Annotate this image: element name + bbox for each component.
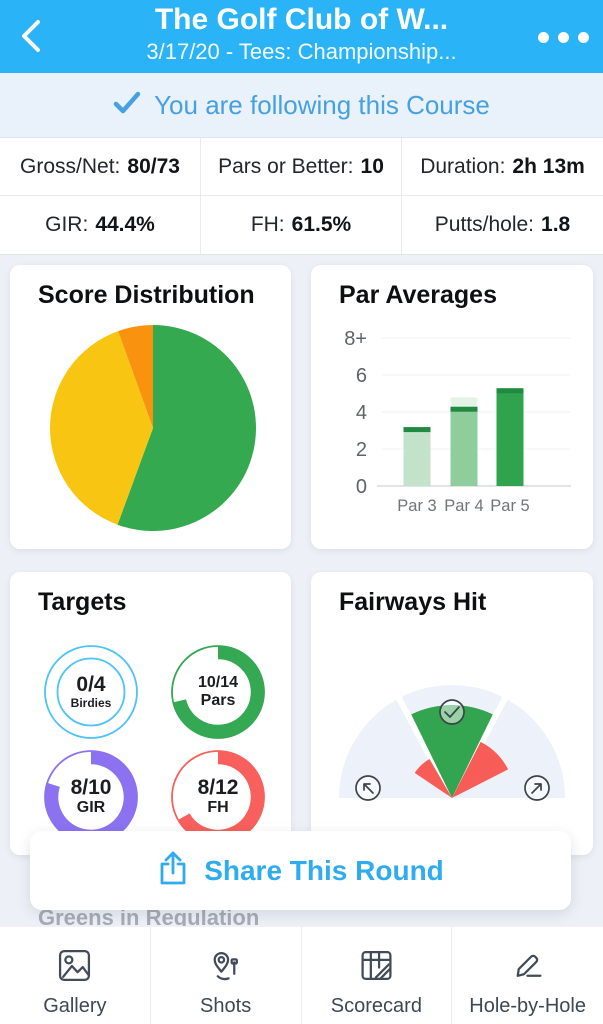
svg-text:4: 4 (356, 402, 367, 424)
stat-value: 44.4% (95, 213, 155, 236)
fairways-hit-title: Fairways Hit (339, 588, 487, 616)
stat-gross-net: Gross/Net: 80/73 (0, 138, 201, 196)
stat-fh: FH: 61.5% (201, 196, 402, 254)
score-distribution-pie-chart (50, 325, 256, 531)
stat-label: FH: (250, 213, 285, 236)
share-icon (157, 849, 189, 892)
round-stats-grid: Gross/Net: 80/73 Pars or Better: 10 Durati… (0, 137, 603, 255)
gallery-icon (57, 948, 92, 988)
stat-value: 1.8 (541, 213, 571, 236)
header-titles: The Golf Club of W... 3/17/20 - Tees: Ch… (70, 2, 533, 65)
svg-text:Par 3: Par 3 (397, 497, 436, 515)
ring-value: 8/12 (197, 776, 239, 800)
stat-value: 10 (360, 154, 384, 178)
ring-value: 10/14 (197, 673, 239, 691)
svg-text:0: 0 (356, 476, 367, 498)
bottom-tab-bar: Gallery Shots (0, 926, 603, 1024)
stat-label: GIR: (45, 213, 89, 236)
ellipsis-icon (538, 31, 549, 43)
page-subtitle: 3/17/20 - Tees: Championship... (146, 39, 457, 64)
menu-button[interactable] (525, 24, 589, 50)
following-banner-text: You are following this Course (154, 89, 490, 120)
check-icon (439, 699, 465, 725)
tab-gallery-label: Gallery (43, 995, 107, 1017)
stat-value: 2h 13m (512, 154, 585, 178)
tab-shots[interactable]: Shots (151, 927, 302, 1024)
share-round-button[interactable]: Share This Round (30, 831, 571, 910)
svg-text:8+: 8+ (344, 328, 367, 350)
header: The Golf Club of W... 3/17/20 - Tees: Ch… (0, 0, 603, 73)
targets-ring-birdies: 0/4 Birdies (42, 643, 140, 741)
stat-pars-or-better: Pars or Better: 10 (201, 138, 402, 196)
shots-icon (208, 948, 243, 988)
arrow-up-right-icon (524, 775, 550, 801)
ellipsis-icon (558, 31, 569, 43)
par-averages-bar-chart: 0 2 4 6 8+ Par 3 Par 4 Par 5 (344, 328, 571, 515)
targets-title: Targets (38, 588, 127, 616)
stat-putts-per-hole: Putts/hole: 1.8 (402, 196, 603, 254)
stat-duration: Duration: 2h 13m (402, 138, 603, 196)
hole-by-hole-icon (510, 948, 545, 988)
ring-label: Pars (200, 691, 236, 709)
tab-shots-label: Shots (200, 995, 252, 1017)
svg-text:6: 6 (356, 365, 367, 387)
stat-gir: GIR: 44.4% (0, 196, 201, 254)
stat-label: Duration: (420, 154, 506, 178)
ring-label: Birdies (70, 696, 112, 711)
tab-hole-by-hole[interactable]: Hole-by-Hole (452, 927, 603, 1024)
tab-scorecard-label: Scorecard (330, 995, 422, 1017)
ring-value: 0/4 (76, 673, 106, 697)
score-distribution-title: Score Distribution (38, 281, 255, 309)
fairways-hit-card: Fairways Hit (311, 572, 593, 855)
par-averages-title: Par Averages (339, 281, 497, 309)
par-averages-card: Par Averages 0 2 4 6 8+ Par 3 Par 4 Par 5 (311, 265, 593, 549)
following-banner[interactable]: You are following this Course (0, 73, 603, 137)
arrow-up-left-icon (355, 775, 381, 801)
back-button[interactable] (14, 18, 48, 58)
score-distribution-card: Score Distribution (10, 265, 291, 549)
stat-label: Gross/Net: (20, 154, 121, 178)
scorecard-icon (359, 948, 394, 988)
tab-gallery[interactable]: Gallery (0, 927, 151, 1024)
svg-text:2: 2 (356, 439, 367, 461)
page-title: The Golf Club of W... (154, 3, 449, 36)
svg-text:Par 5: Par 5 (490, 497, 529, 515)
ring-label: FH (207, 799, 229, 817)
stat-label: Pars or Better: (218, 154, 354, 178)
tab-hole-by-hole-label: Hole-by-Hole (469, 995, 586, 1017)
targets-ring-pars: 10/14 Pars (169, 643, 267, 741)
stat-value: 61.5% (291, 213, 352, 236)
ellipsis-icon (578, 31, 589, 43)
svg-text:Par 4: Par 4 (444, 497, 483, 515)
stat-value: 80/73 (127, 154, 180, 178)
tab-scorecard[interactable]: Scorecard (302, 927, 453, 1024)
ring-label: GIR (76, 799, 106, 817)
ring-value: 8/10 (70, 776, 112, 800)
check-icon (113, 91, 141, 120)
chevron-left-icon (18, 16, 44, 61)
targets-card: Targets 0/4 Birdies 10/14 Pars 8/10 GIR 8/1… (10, 572, 291, 855)
share-round-label: Share This Round (204, 854, 444, 886)
stat-label: Putts/hole: (434, 213, 535, 236)
fairways-hit-gauge-chart (339, 685, 565, 801)
